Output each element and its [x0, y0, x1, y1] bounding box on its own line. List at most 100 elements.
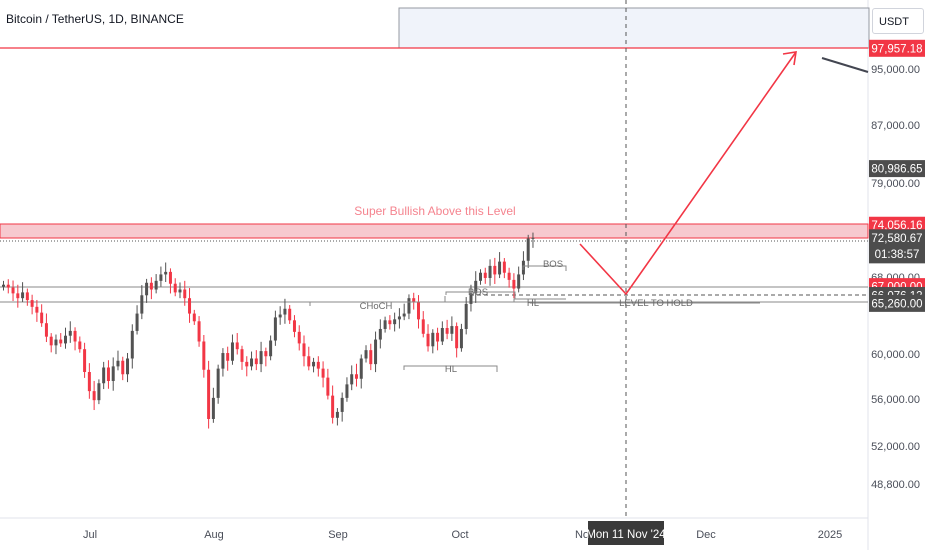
candle-body [493, 265, 497, 275]
hl-bracket-2 [513, 298, 566, 302]
currency-selector[interactable]: USDT [872, 8, 924, 34]
time-tick-label: Oct [451, 529, 468, 541]
candle-body [316, 361, 320, 369]
candle-body [479, 272, 482, 281]
candle-body [145, 282, 149, 296]
time-tick-label: Jul [83, 529, 97, 541]
candle-body [288, 308, 292, 321]
price-tick-label: 52,000.00 [871, 441, 920, 453]
candle-body [149, 282, 153, 290]
candle-body [440, 328, 444, 342]
target-zone-box[interactable] [398, 7, 870, 49]
candle-body [326, 377, 330, 396]
candle-body [335, 411, 339, 418]
time-tick-label: No [575, 529, 589, 541]
candle-body [312, 361, 316, 367]
candle-body [359, 358, 363, 379]
candle-body [121, 360, 125, 375]
candle-body [416, 302, 420, 320]
candle-body [183, 289, 187, 299]
candle-body [87, 372, 91, 392]
time-tick-label: Sep [328, 529, 348, 541]
candle-body [459, 328, 463, 349]
candle-body [6, 284, 10, 288]
bos-label-1: BOS [468, 287, 488, 298]
hl-bracket-1 [403, 365, 498, 372]
price-axis[interactable]: 95,000.0087,000.0079,000.0068,000.0060,0… [871, 64, 920, 491]
candle-body [297, 331, 301, 344]
choch-bracket [309, 296, 446, 306]
candle-body [388, 320, 392, 325]
time-axis[interactable]: Jul Aug Sep Oct No Dec 2025 [83, 529, 842, 541]
candle-body [168, 271, 172, 284]
candle-body [59, 339, 63, 344]
hl-label-2: HL [527, 298, 539, 309]
candle-body [402, 313, 406, 317]
candle-body [531, 237, 535, 239]
candle-body [135, 313, 139, 331]
candle-body [30, 300, 34, 307]
candle-body [369, 350, 373, 365]
candle-body [273, 317, 277, 341]
candle-body [54, 339, 58, 346]
candle-body [250, 358, 254, 367]
candles-group [2, 232, 535, 429]
candle-body [106, 367, 110, 381]
time-tick-label: Aug [204, 529, 224, 541]
candle-body [240, 349, 244, 362]
candle-body [455, 326, 459, 349]
trend-line-right[interactable] [821, 57, 869, 73]
candle-body [488, 265, 492, 278]
candle-body [259, 351, 263, 365]
price-tag-label-last: 72,580.67 [871, 233, 922, 245]
projection-arrowhead [782, 51, 797, 66]
candle-body [331, 395, 335, 418]
candle-body [450, 326, 454, 334]
candle-body [302, 343, 306, 357]
price-tag-label-marker: 80,986.65 [871, 164, 922, 176]
price-tick-label: 48,800.00 [871, 479, 920, 491]
candle-body [130, 330, 134, 359]
candle-body [178, 289, 182, 293]
candle-body [40, 312, 44, 324]
candle-body [469, 293, 473, 304]
candle-body [116, 360, 120, 367]
price-tag-last [869, 229, 925, 264]
candle-body [421, 319, 425, 334]
candle-body [16, 293, 20, 299]
candle-body [254, 358, 258, 365]
candle-body [526, 238, 530, 261]
candle-body [97, 383, 101, 401]
candle-body [126, 358, 130, 375]
candle-body [73, 330, 77, 342]
price-tick-label: 87,000.00 [871, 120, 920, 132]
candle-body [517, 274, 521, 289]
price-tick-label: 60,000.00 [871, 349, 920, 361]
candle-body [235, 342, 239, 350]
candle-body [159, 274, 163, 281]
price-tick-label: 95,000.00 [871, 64, 920, 76]
candle-body [264, 351, 268, 357]
candle-body [11, 287, 15, 294]
price-tag-label-target: 97,957.18 [871, 43, 922, 55]
bullish-zone[interactable] [0, 223, 869, 239]
candle-body [378, 328, 382, 340]
candle-body [21, 292, 25, 299]
candle-body [507, 272, 511, 280]
candle-body [269, 340, 273, 357]
hl-label-1: HL [445, 364, 457, 375]
price-tag-marker [869, 160, 925, 178]
bos-label-2: BOS [543, 259, 563, 270]
candle-body [374, 339, 378, 365]
candle-body [483, 272, 487, 278]
projection-path[interactable] [579, 51, 797, 296]
zone-label: Super Bullish Above this Level [354, 204, 515, 218]
candle-body [68, 330, 72, 336]
candle-body [221, 353, 225, 369]
price-tag-target [869, 39, 925, 57]
candle-body [345, 384, 349, 398]
candle-body [445, 328, 449, 334]
time-tick-label: 2025 [818, 529, 842, 541]
